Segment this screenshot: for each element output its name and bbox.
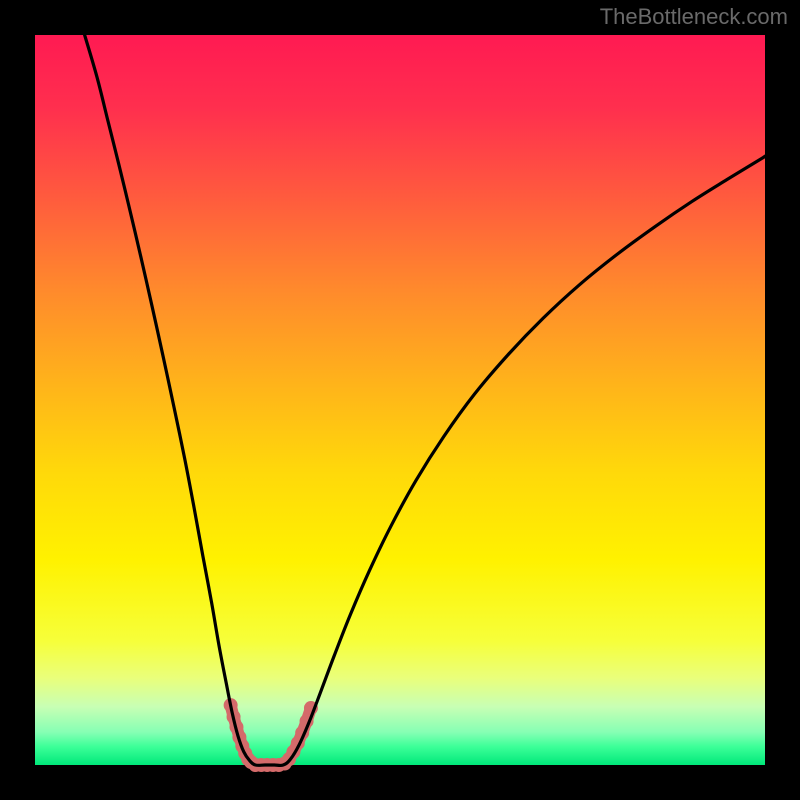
plot-frame (35, 35, 765, 765)
watermark-text: TheBottleneck.com (600, 4, 788, 30)
bottleneck-curve (85, 35, 765, 765)
chart-svg (35, 35, 765, 765)
